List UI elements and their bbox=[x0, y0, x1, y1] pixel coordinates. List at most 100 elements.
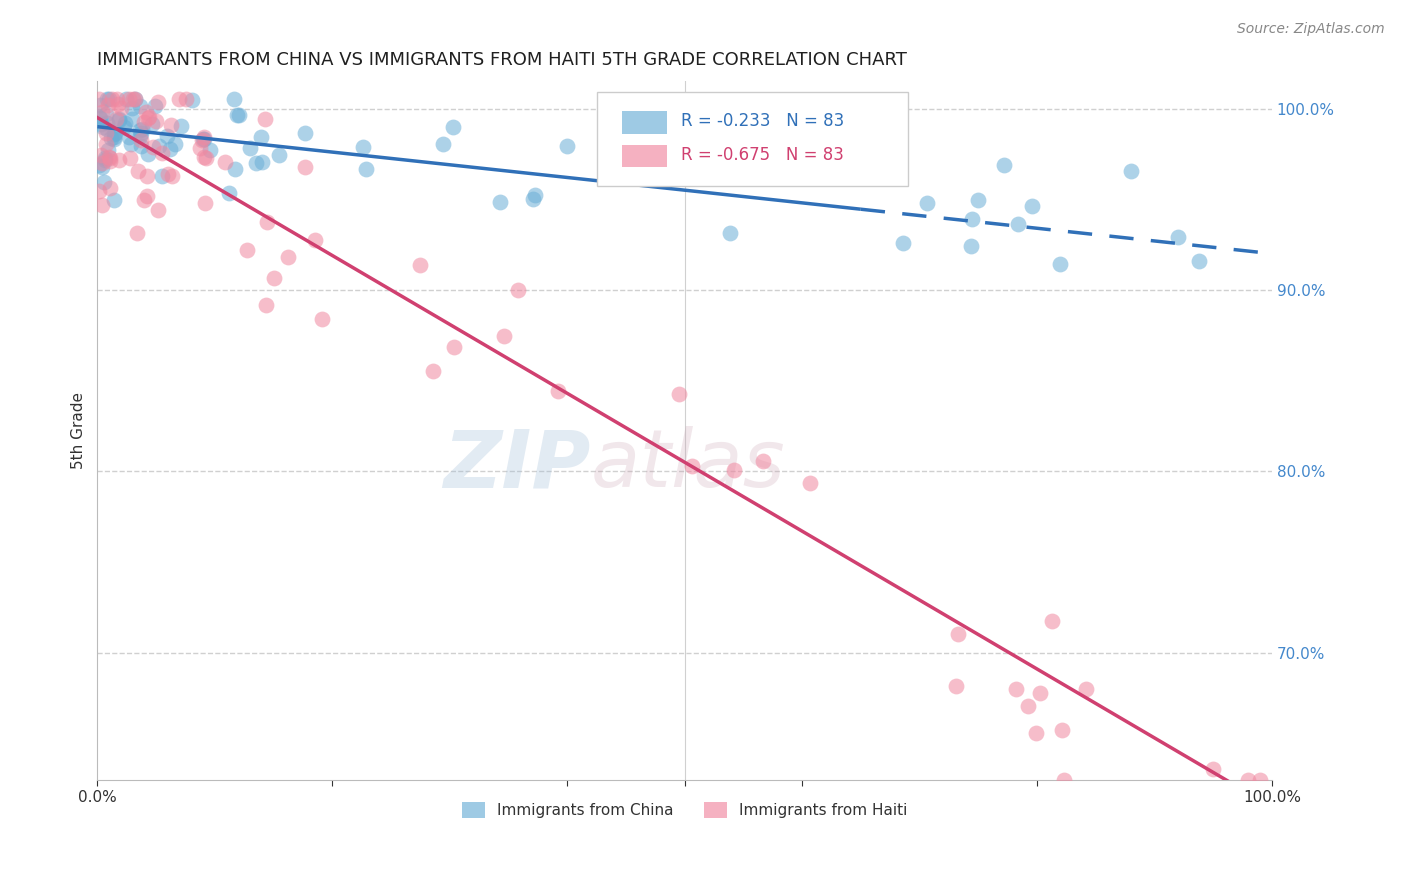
Point bbox=[96, 93, 118, 107]
Point bbox=[432, 136, 454, 151]
Point bbox=[101, 93, 124, 107]
Y-axis label: 5th Grade: 5th Grade bbox=[72, 392, 86, 469]
Point bbox=[352, 140, 374, 154]
Point bbox=[103, 128, 125, 142]
Point bbox=[121, 93, 143, 107]
Point bbox=[294, 161, 316, 175]
Point bbox=[159, 119, 181, 133]
Point bbox=[91, 198, 114, 212]
Point bbox=[1076, 681, 1098, 696]
Point bbox=[138, 110, 160, 124]
Point bbox=[96, 116, 118, 130]
Point bbox=[105, 93, 128, 107]
Point bbox=[142, 140, 165, 154]
Point bbox=[108, 153, 131, 168]
Point bbox=[87, 110, 110, 124]
Point bbox=[121, 112, 143, 127]
Point bbox=[89, 111, 111, 125]
Point bbox=[94, 136, 117, 151]
Point bbox=[250, 155, 273, 169]
Point bbox=[311, 311, 333, 326]
Point bbox=[1050, 723, 1073, 737]
Point bbox=[107, 112, 129, 127]
Point bbox=[245, 156, 267, 170]
Point bbox=[267, 148, 290, 162]
Point bbox=[96, 98, 118, 112]
Point bbox=[91, 104, 114, 119]
Point bbox=[136, 188, 159, 202]
Point bbox=[443, 340, 465, 354]
Point bbox=[129, 129, 152, 144]
Point bbox=[1188, 254, 1211, 268]
Point bbox=[751, 454, 773, 468]
Point bbox=[94, 106, 117, 120]
Point bbox=[506, 284, 529, 298]
Point bbox=[104, 112, 127, 126]
Point bbox=[170, 119, 193, 133]
Point bbox=[239, 141, 262, 155]
Point bbox=[409, 258, 432, 272]
Point bbox=[256, 215, 278, 229]
Point bbox=[1042, 614, 1064, 628]
Point bbox=[993, 158, 1015, 172]
Point bbox=[131, 122, 153, 136]
Point bbox=[103, 132, 125, 146]
Point bbox=[180, 93, 202, 107]
Point bbox=[94, 153, 117, 167]
Point bbox=[524, 188, 547, 202]
Point bbox=[1029, 685, 1052, 699]
Point bbox=[224, 161, 246, 176]
Point bbox=[193, 132, 215, 146]
Point bbox=[193, 130, 215, 145]
Point bbox=[277, 250, 299, 264]
Point bbox=[146, 203, 169, 218]
Point bbox=[218, 186, 240, 201]
Legend: Immigrants from China, Immigrants from Haiti: Immigrants from China, Immigrants from H… bbox=[456, 797, 914, 824]
Point bbox=[134, 193, 156, 207]
Point bbox=[198, 144, 221, 158]
Point bbox=[87, 93, 110, 107]
Point bbox=[224, 93, 246, 107]
Point bbox=[96, 121, 118, 136]
Point bbox=[136, 112, 159, 126]
Point bbox=[107, 96, 129, 111]
Point bbox=[1053, 772, 1076, 787]
Point bbox=[1167, 230, 1189, 244]
Point bbox=[157, 167, 180, 181]
Point bbox=[668, 386, 690, 401]
Point bbox=[118, 93, 141, 107]
FancyBboxPatch shape bbox=[623, 112, 666, 134]
Point bbox=[97, 143, 120, 157]
Point bbox=[1202, 762, 1225, 776]
Point bbox=[1007, 218, 1029, 232]
Point bbox=[194, 151, 217, 165]
Point bbox=[250, 130, 273, 145]
Point bbox=[492, 329, 515, 343]
Point bbox=[946, 627, 969, 641]
Point bbox=[799, 476, 821, 491]
Point bbox=[134, 115, 156, 129]
Point bbox=[167, 93, 190, 107]
Point bbox=[135, 169, 157, 183]
Point bbox=[489, 194, 512, 209]
Point bbox=[226, 108, 249, 122]
Point bbox=[87, 158, 110, 172]
Point bbox=[236, 243, 259, 257]
Point bbox=[89, 98, 111, 112]
Point bbox=[891, 235, 914, 250]
Point bbox=[681, 458, 703, 473]
Point bbox=[150, 146, 173, 161]
Point bbox=[87, 185, 110, 199]
Point bbox=[103, 193, 125, 207]
Point bbox=[150, 169, 173, 183]
Point bbox=[104, 126, 127, 140]
Point bbox=[1249, 772, 1271, 787]
Point bbox=[193, 150, 215, 164]
Point bbox=[163, 136, 186, 151]
Point bbox=[1004, 681, 1026, 696]
Point bbox=[90, 148, 112, 162]
Point bbox=[141, 118, 163, 132]
Point bbox=[160, 169, 183, 184]
Point bbox=[91, 160, 114, 174]
Point bbox=[354, 162, 377, 177]
